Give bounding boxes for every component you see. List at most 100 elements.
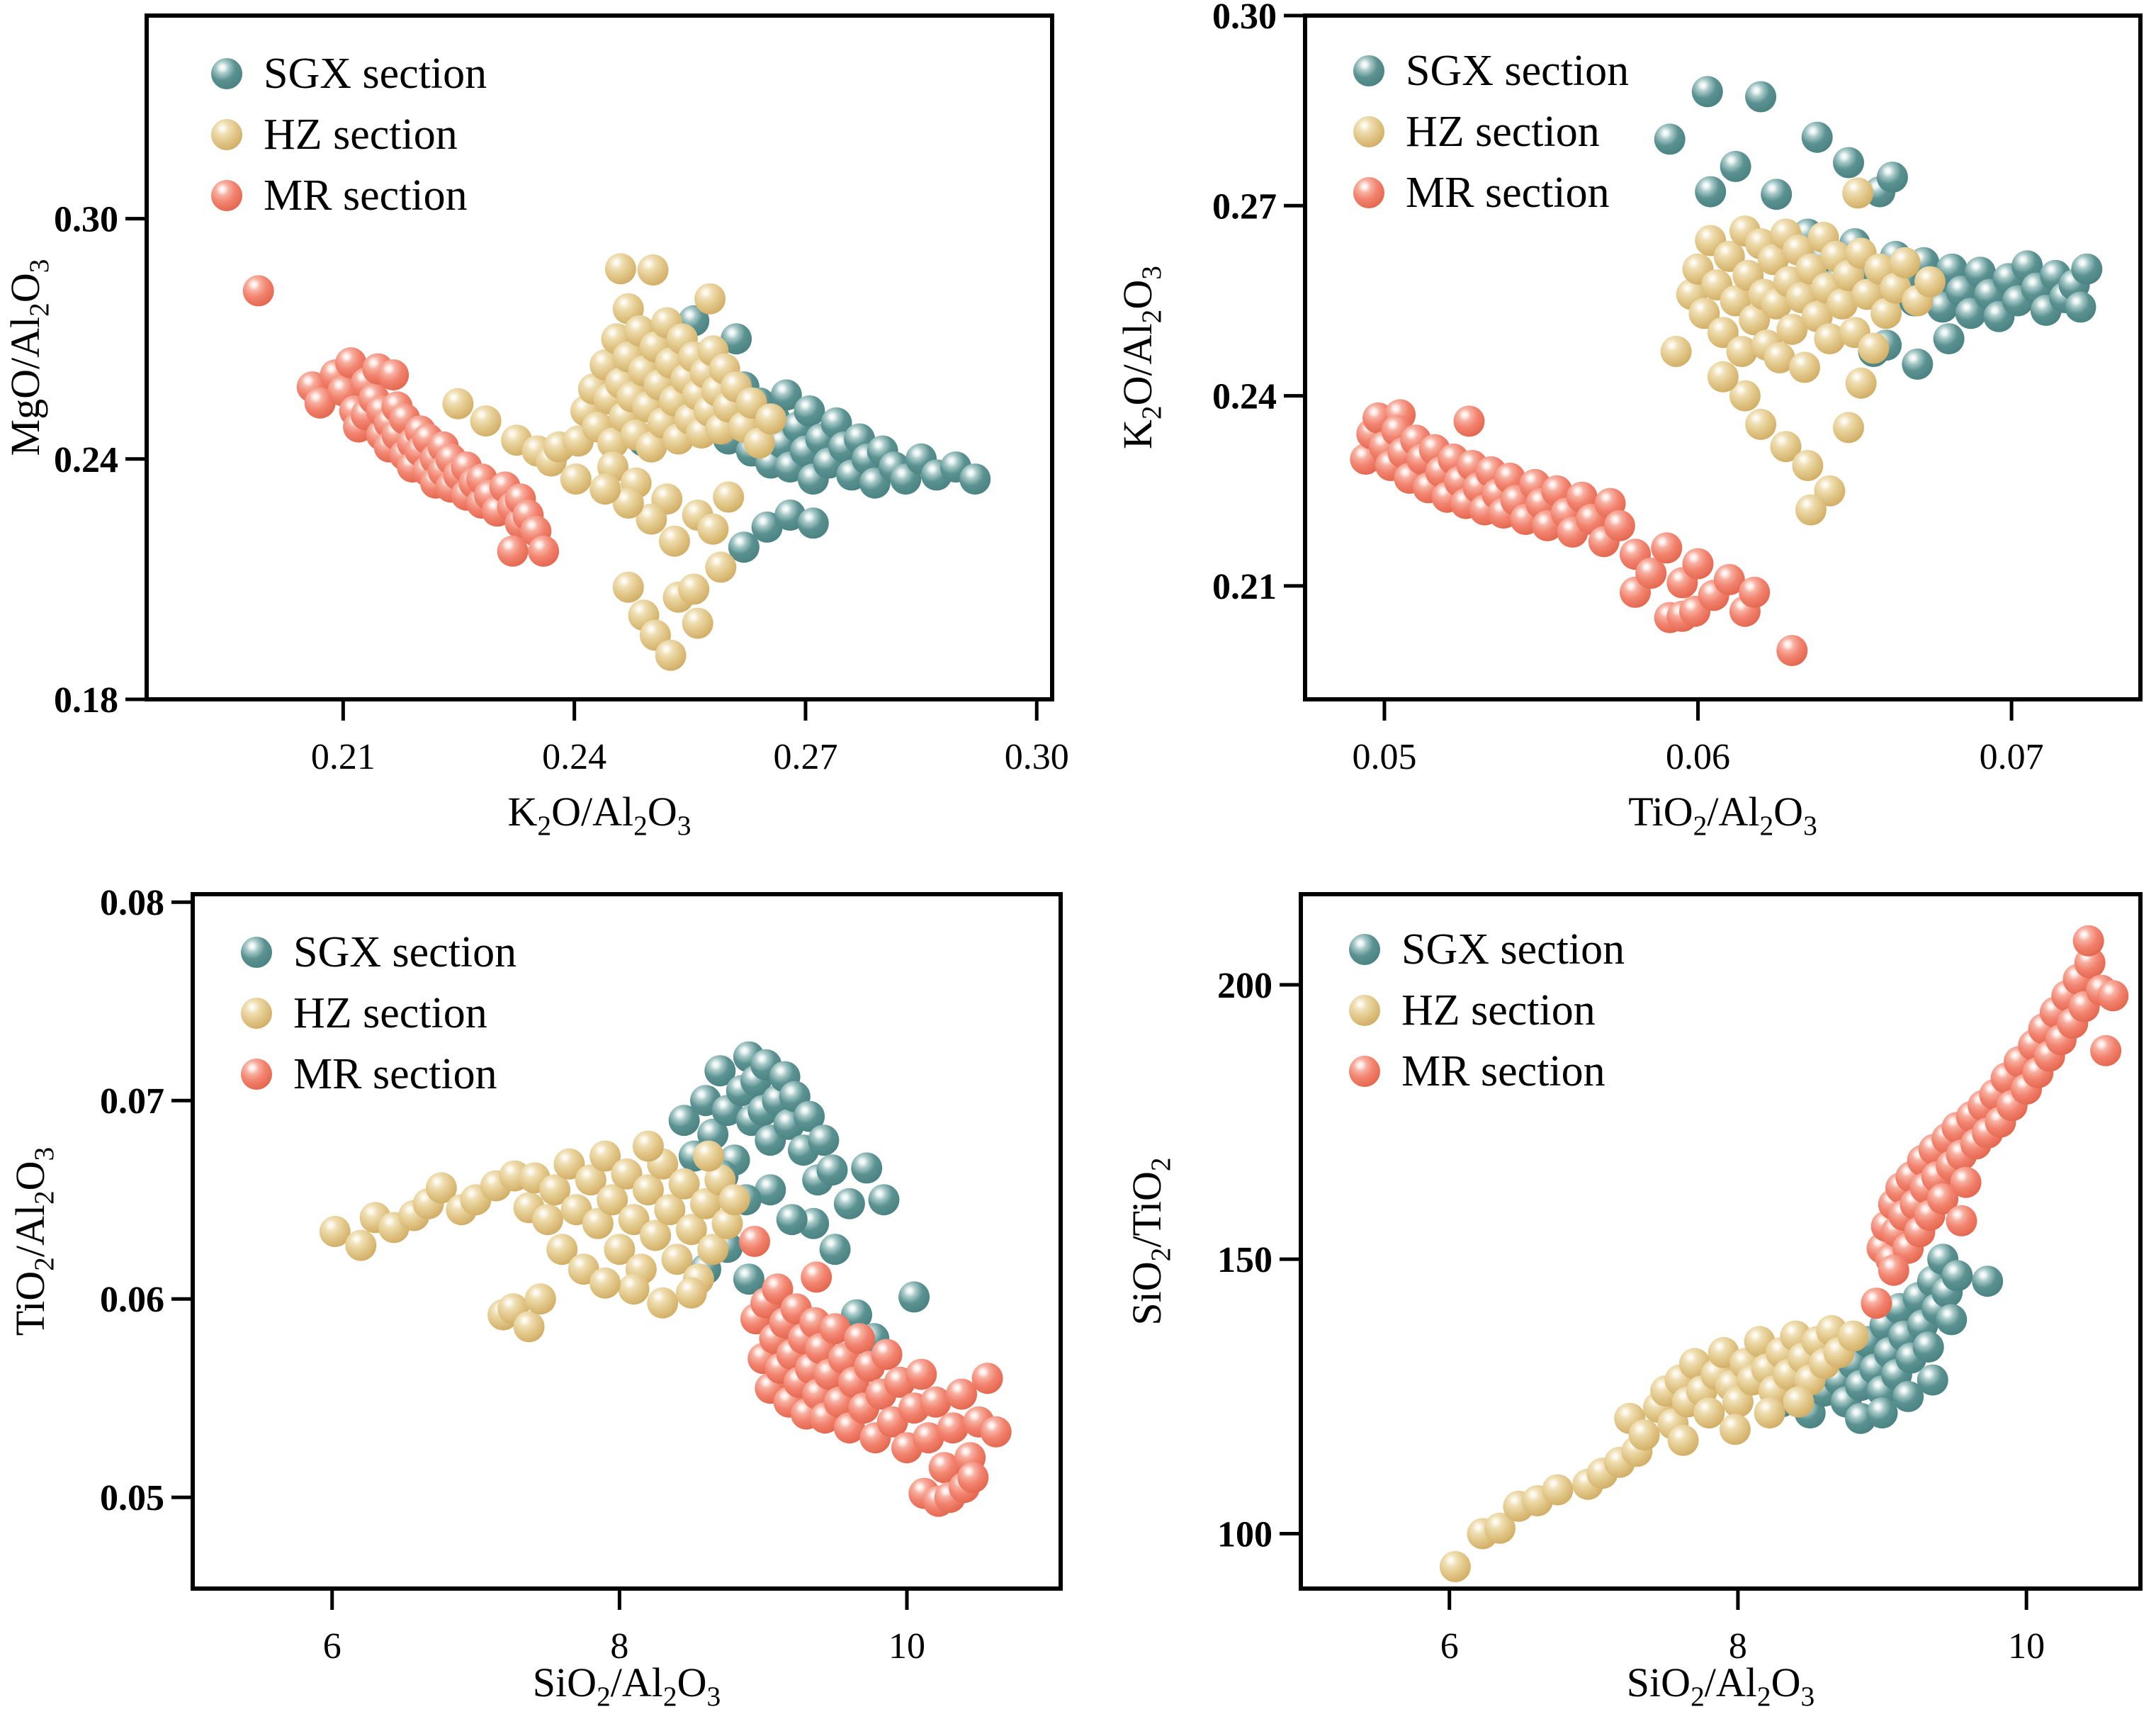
data-point-sgx [1691,76,1723,108]
data-point-hz [1722,1386,1754,1418]
data-point-mr [905,1358,937,1390]
x-tick-label: 10 [2008,1626,2045,1667]
series-hz [1660,177,1946,526]
data-point-mr [1927,1183,1959,1214]
x-axis-title: SiO2/Al2O3 [533,1659,721,1712]
y-tick-label: 0.24 [54,440,118,480]
legend-label-hz: HZ section [1401,986,1596,1034]
x-tick-label: 0.05 [1352,737,1416,777]
plot-border [1299,892,2143,1591]
data-point-hz [604,253,636,285]
data-point-hz [1745,408,1777,440]
data-point-mr [1635,558,1667,589]
data-point-sgx [1695,176,1727,208]
legend-label-sgx: SGX section [293,928,517,976]
data-point-hz [1729,380,1761,412]
data-point-mr [2072,925,2104,957]
data-point-hz [1667,1424,1699,1456]
y-tick-label: 150 [1217,1240,1272,1280]
data-point-sgx [1801,121,1833,153]
data-point-sgx [1972,1265,2004,1297]
data-point-sgx [833,1188,865,1219]
data-point-sgx [668,1105,700,1137]
data-point-sgx [820,407,852,439]
data-point-hz [425,1172,457,1204]
data-point-sgx [1654,123,1686,155]
x-tick-label: 0.30 [1005,737,1069,777]
data-point-sgx [898,1281,930,1313]
legend-label-mr: MR section [264,171,468,220]
data-point-hz [705,551,737,583]
data-point-hz [1814,323,1846,355]
data-point-hz [1789,351,1820,383]
data-point-mr [819,1313,851,1345]
y-tick-label: 0.30 [1212,0,1277,37]
legend-marker-mr [1353,177,1384,208]
data-point-hz [1776,313,1808,345]
data-point-hz [582,1207,614,1239]
data-point-hz [470,405,502,437]
data-point-hz [1713,240,1745,272]
data-point-hz [618,1204,650,1236]
series-hz [1439,1314,1869,1582]
data-point-hz [1719,1414,1751,1445]
data-point-hz [654,1194,686,1226]
data-point-hz [1628,1419,1660,1451]
data-point-mr [1861,1287,1892,1319]
data-point-hz [636,503,667,535]
data-point-hz [1720,285,1751,317]
data-point-hz [711,1207,743,1239]
y-tick-label: 0.24 [1212,377,1277,417]
panel-top-right: 0.05 0.06 0.07 0.21 0.24 0.27 0.30 TiO2/Al2O3 K2… [1114,0,2143,841]
data-point-hz [1827,288,1858,320]
data-point-hz [612,487,644,519]
data-point-hz [1814,475,1846,507]
data-point-hz [713,481,745,513]
data-point-hz [1858,332,1890,364]
data-point-hz [661,1244,693,1275]
legend-marker-mr [211,180,242,211]
legend-label-hz: HZ section [264,111,458,159]
data-point-hz [636,431,667,463]
x-tick-label: 10 [888,1626,925,1667]
data-point-sgx [1720,150,1751,182]
x-axis-title: K2O/Al2O3 [508,789,692,841]
data-point-hz [532,1204,563,1236]
plot-border [191,892,1063,1591]
series-mr [1861,925,2129,1319]
data-point-hz [1792,450,1824,481]
data-point-sgx [1833,147,1864,179]
series-mr [1350,399,1808,667]
y-tick-label: 0.06 [100,1280,164,1320]
data-point-hz [659,525,690,557]
data-point-sgx [728,531,760,563]
y-axis-title: TiO2/Al2O3 [7,1147,60,1336]
data-point-mr [1878,1254,1909,1286]
data-point-hz [597,1184,628,1216]
data-point-hz [675,1214,707,1246]
y-tick-label: 0.21 [1212,567,1277,607]
legend-marker-sgx [211,58,242,89]
x-tick-label: 6 [1440,1626,1459,1667]
data-point-hz [1707,317,1739,349]
data-point-sgx [868,1184,900,1216]
data-point-hz [655,639,687,671]
data-point-hz [604,1234,636,1265]
data-point-mr [242,275,274,307]
data-point-sgx [1761,179,1793,210]
data-point-sgx [2065,291,2096,323]
data-point-mr [1682,548,1714,580]
data-point-sgx [1902,348,1934,380]
data-point-hz [1870,298,1902,329]
legend-marker-sgx [1353,55,1384,86]
x-tick-label: 8 [1729,1626,1747,1667]
data-point-mr [980,1416,1012,1448]
y-axis-title: SiO2/TiO2 [1124,1157,1176,1325]
data-point-sgx [1917,1364,1948,1396]
data-point-sgx [794,1100,825,1132]
data-point-hz [560,463,592,495]
data-point-sgx [1955,298,1987,329]
legend: SGX section HZ section MR section [1353,47,1629,217]
legend-label-hz: HZ section [293,989,487,1037]
